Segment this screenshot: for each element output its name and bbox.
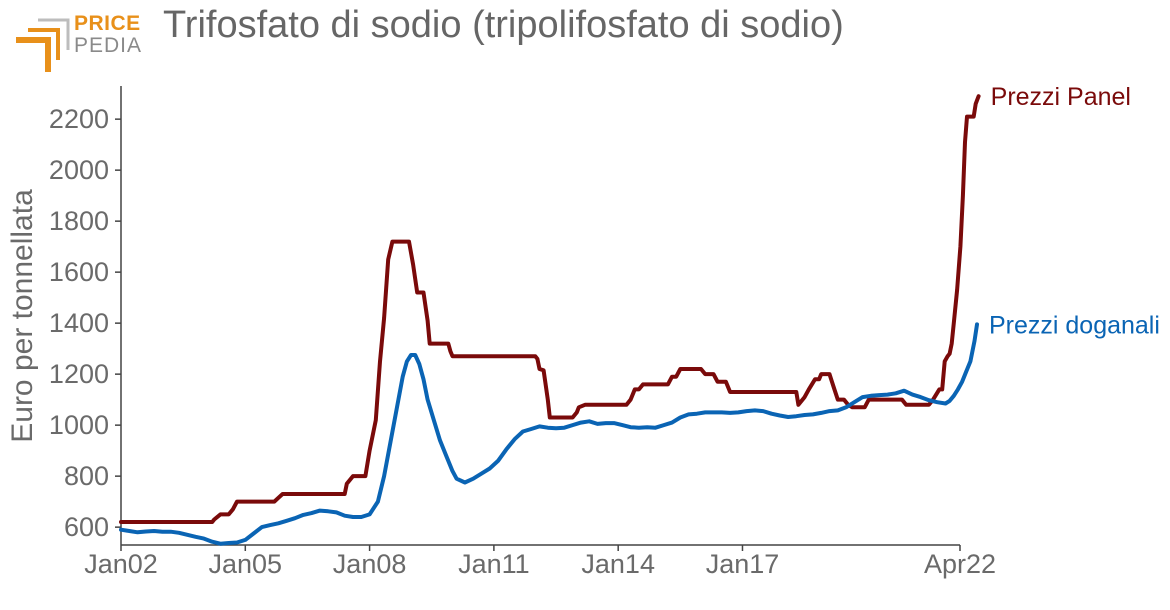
series-label-panel: Prezzi Panel <box>991 83 1131 111</box>
logo-text-pedia: PEDIA <box>74 34 143 57</box>
y-tick-label: 1600 <box>49 257 109 287</box>
logo-text-price: PRICE <box>74 12 141 35</box>
x-tick-label: Jan17 <box>706 549 780 579</box>
series-line-panel <box>119 94 981 524</box>
y-tick-label: 2200 <box>49 104 109 134</box>
x-tick-label: Jan02 <box>84 549 158 579</box>
y-tick-label: 1200 <box>49 359 109 389</box>
y-tick-label: 1800 <box>49 206 109 236</box>
x-tick-label: Jan14 <box>581 549 655 579</box>
chart-lines <box>119 94 981 546</box>
logo-mark-icon <box>16 18 70 72</box>
x-tick-label: Apr22 <box>924 549 996 579</box>
x-tick-label: Jan05 <box>209 549 283 579</box>
chart-axes: 600 800 1000 1200 1400 1600 1800 2000 2200 Jan02 J… <box>49 86 996 579</box>
series-line-doganali <box>119 322 979 546</box>
y-tick-label: 1000 <box>49 410 109 440</box>
chart-title: Trifosfato di sodio (tripolifosfato di s… <box>163 4 844 46</box>
y-tick-label: 2000 <box>49 155 109 185</box>
pricepedia-logo: PRICE PEDIA <box>8 12 158 76</box>
y-tick-label: 800 <box>64 461 109 491</box>
y-tick-label: 1400 <box>49 308 109 338</box>
series-label-doganali: Prezzi doganali <box>989 311 1160 339</box>
x-tick-label: Jan11 <box>458 549 530 579</box>
y-tick-label: 600 <box>64 512 109 542</box>
y-axis-label-group: Euro per tonnellata <box>6 189 39 443</box>
series-labels: Prezzi Panel Prezzi doganali <box>989 83 1160 339</box>
x-tick-label: Jan08 <box>333 549 407 579</box>
y-axis-label: Euro per tonnellata <box>6 189 39 443</box>
